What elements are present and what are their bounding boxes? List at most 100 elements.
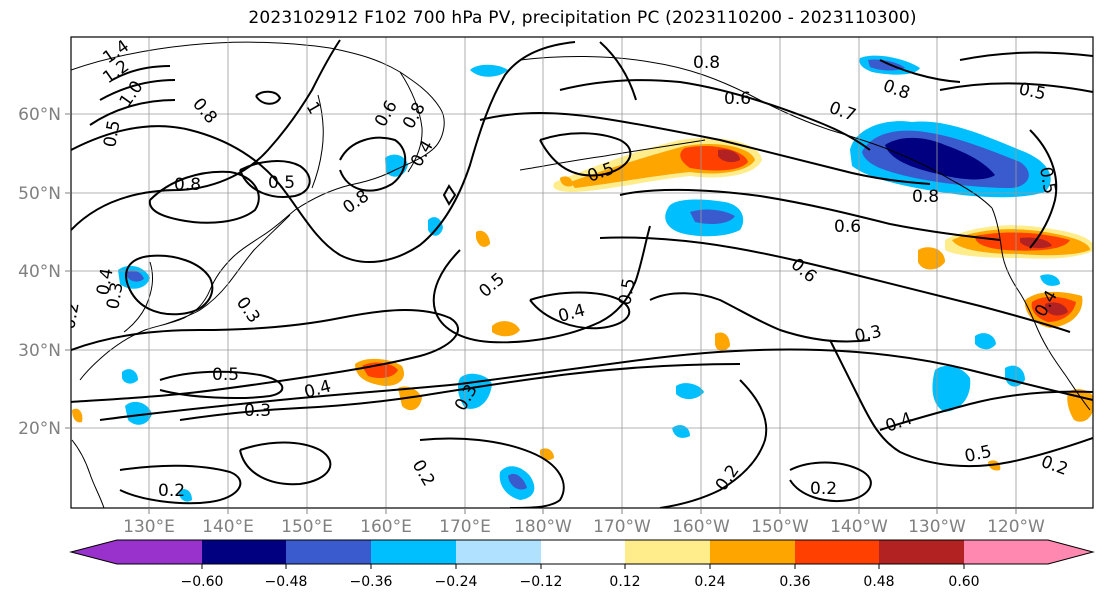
pv-contour [71, 309, 460, 403]
contour-label: 0.3 [244, 401, 271, 421]
pv-contour [789, 461, 872, 502]
colorbar-tick-label: 0.60 [948, 574, 979, 590]
pv-contour [479, 112, 931, 185]
pv-contour [119, 464, 242, 505]
lon-label: 150°W [751, 517, 809, 537]
colorbar-segment [71, 540, 117, 564]
latitude-labels: 60°N 50°N 40°N 30°N 20°N [18, 105, 61, 439]
pv-contour [619, 188, 1001, 241]
precip-positive-area [72, 408, 83, 423]
pv-contour [71, 39, 341, 231]
pv-contours [71, 39, 1093, 508]
pv-contour [339, 136, 407, 192]
contour-label: 0.6 [724, 89, 751, 109]
contour-label: 0.6 [51, 169, 75, 199]
contour-label: 0.2 [810, 479, 837, 499]
lon-label: 170°E [439, 517, 491, 537]
lat-label: 20°N [18, 419, 61, 439]
pv-contour [879, 59, 961, 83]
lon-label: 130°E [123, 517, 175, 537]
pv-contour [442, 184, 457, 206]
pv-contour [559, 79, 871, 151]
lon-label: 170°W [593, 517, 651, 537]
colorbar-segment [286, 540, 371, 564]
lat-label: 50°N [18, 184, 61, 204]
colorbar-segment [456, 540, 541, 564]
contour-label: 0.4 [93, 267, 117, 297]
pv-contour [529, 291, 631, 330]
pv-contour [539, 132, 632, 177]
precip-positive-area [718, 149, 740, 163]
map-frame [70, 36, 1094, 509]
lat-label: 30°N [18, 341, 61, 361]
contour-label: 0.5 [212, 365, 239, 385]
lon-label: 140°E [202, 517, 254, 537]
precip-negative-area [428, 217, 443, 236]
lat-label: 60°N [18, 105, 61, 125]
precip-positive-area [540, 448, 554, 461]
contour-label: 0.2 [158, 481, 185, 501]
colorbar-segment [710, 540, 795, 564]
pv-contour [829, 339, 1093, 468]
colorbar-segment [879, 540, 964, 564]
colorbar-segment [202, 540, 286, 564]
precip-positive-area [1020, 237, 1052, 249]
precip-positive-area [476, 230, 490, 247]
north-america-coastline [991, 207, 1091, 411]
contour-label: 0.5 [1035, 165, 1059, 195]
aleutians-coastline [519, 139, 706, 171]
colorbar-tick-label: 0.12 [609, 574, 640, 590]
precip-negative-area [122, 369, 138, 384]
precip-positive-area [492, 321, 520, 337]
lon-label: 160°E [360, 517, 412, 537]
precip-negative-area [975, 333, 996, 350]
pv-contour [179, 363, 741, 421]
sakhalin-coastline [311, 94, 324, 189]
colorbar-tick-label: −0.24 [435, 574, 478, 590]
precip-negative-area [470, 64, 508, 77]
philippines-coastline [71, 439, 105, 508]
pv-contour [239, 441, 332, 486]
lon-label: 140°W [830, 517, 888, 537]
lon-label: 130°W [908, 517, 966, 537]
graticule [71, 37, 1093, 508]
colorbar-segment [795, 540, 879, 564]
kamchatka-coastline [399, 71, 423, 173]
colorbar-tick-label: −0.12 [520, 574, 563, 590]
contour-label: 0.5 [100, 119, 124, 149]
colorbar-tick-label: −0.60 [181, 574, 224, 590]
precip-negative-area [1005, 365, 1025, 387]
precip-negative-area [125, 270, 144, 282]
pv-contour [125, 254, 214, 316]
colorbar-tick-label: 0.24 [694, 574, 725, 590]
lon-label: 120°W [987, 517, 1045, 537]
colorbar: −0.60 −0.48 −0.36 −0.24 −0.12 0.12 0.24 … [69, 539, 1095, 590]
precip-negative-area [508, 473, 527, 490]
colorbar-tick-label: −0.36 [350, 574, 393, 590]
lon-label: 150°E [281, 517, 333, 537]
colorbar-segment [371, 540, 456, 564]
map-title: 2023102912 F102 700 hPa PV, precipitatio… [248, 8, 917, 28]
colorbar-segment [117, 540, 202, 564]
pv-contour [959, 51, 1093, 61]
contour-label: 0.3 [103, 281, 127, 311]
pv-contour [148, 170, 260, 224]
pv-contour [89, 99, 176, 126]
pv-contour [432, 225, 651, 344]
lon-label: 160°W [672, 517, 730, 537]
longitude-labels: 130°E 140°E 150°E 160°E 170°E 180°W 170°… [123, 517, 1045, 537]
pv-contour [99, 79, 176, 101]
precip-negative-area [1040, 274, 1060, 286]
axis-ticks [65, 113, 1017, 514]
pv-contour [649, 292, 871, 343]
korea-coastline [123, 261, 154, 333]
map-panel: 1.4 1.2 1.0 0.8 0.5 0.8 0.8 0.6 0.4 0.8 … [51, 37, 1093, 508]
contour-label: 0.5 [268, 173, 295, 193]
colorbar-segment [541, 540, 625, 564]
contour-label: 0.8 [693, 53, 720, 73]
precip-negative-area [885, 137, 995, 180]
pv-contour [111, 65, 171, 81]
pv-contour [599, 236, 1071, 333]
pv-contour [159, 370, 284, 399]
